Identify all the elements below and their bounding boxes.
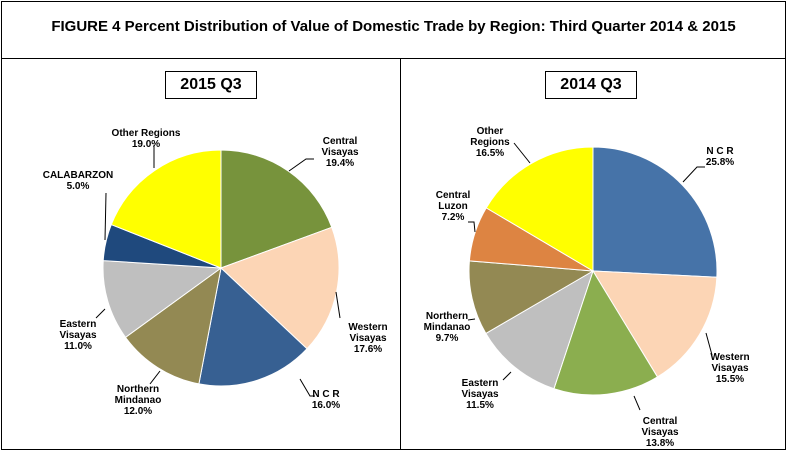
pie-slice [198, 267, 308, 387]
leader-line [288, 158, 314, 172]
leader-line [705, 332, 713, 356]
data-label: Central Visayas 19.4% [321, 136, 359, 169]
data-label: CALABARZON 5.0% [43, 170, 114, 192]
leader-line [513, 142, 531, 164]
leader-line [502, 371, 512, 381]
leader-line [104, 192, 107, 241]
data-label: Eastern Visayas 11.5% [461, 378, 499, 411]
panel-2014 [401, 58, 785, 449]
leader-line [335, 291, 341, 319]
pie-slice [124, 266, 222, 385]
pie-slice [220, 149, 333, 269]
data-label: Other Regions 19.0% [112, 128, 181, 150]
pie-slice [110, 149, 222, 269]
data-label: Eastern Visayas 11.0% [59, 319, 97, 352]
pie-slice [485, 269, 594, 390]
pie-slice [102, 260, 223, 339]
figure-title: FIGURE 4 Percent Distribution of Value o… [51, 18, 736, 35]
leader-line [149, 370, 161, 385]
pie-slice [553, 269, 659, 396]
data-label: Central Visayas 13.8% [641, 416, 679, 449]
data-label: N C R 25.8% [706, 146, 735, 168]
leader-line [633, 395, 641, 411]
data-label: Other Regions 16.5% [470, 126, 510, 159]
pie-title-2014: 2014 Q3 [545, 71, 637, 99]
data-label: N C R 16.0% [312, 389, 341, 411]
pie-slice [485, 146, 594, 272]
data-label: Western Visayas 17.6% [348, 322, 387, 355]
data-label: Northern Mindanao 12.0% [115, 384, 162, 417]
data-label: Northern Mindanao 9.7% [424, 311, 471, 344]
panel-2015 [1, 58, 401, 449]
data-label: Central Luzon 7.2% [436, 190, 471, 223]
leader-line [468, 221, 476, 233]
leader-line [682, 166, 705, 183]
leader-line [299, 378, 315, 397]
pie-slice [468, 260, 595, 335]
leader-line [95, 308, 106, 319]
pie-title-2015: 2015 Q3 [165, 71, 257, 99]
pie-slice [592, 146, 718, 278]
leader-line [467, 318, 476, 321]
data-label: Western Visayas 15.5% [710, 352, 749, 385]
pie-slice [220, 226, 340, 350]
pie-slice [592, 270, 718, 378]
